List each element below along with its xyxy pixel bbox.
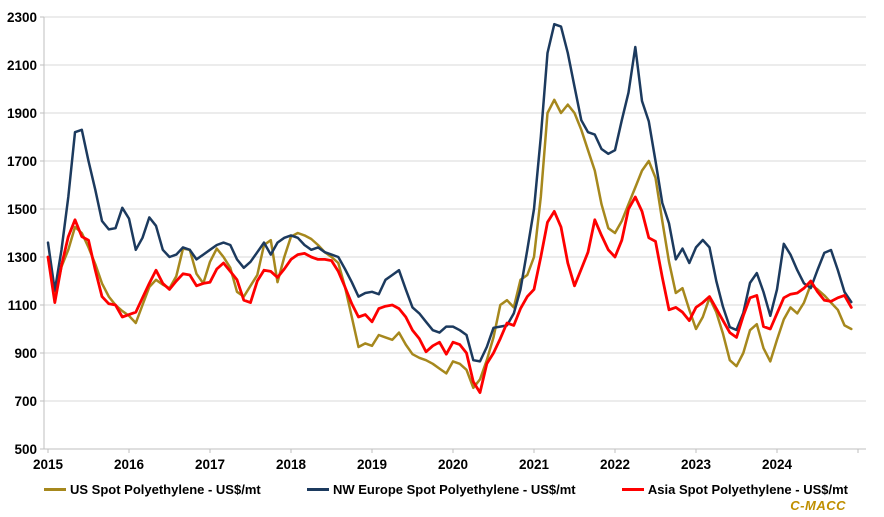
legend-label-asia: Asia Spot Polyethylene - US$/mt <box>647 482 848 497</box>
legend-item-asia: Asia Spot Polyethylene - US$/mt <box>621 482 848 497</box>
price-chart: 500 700 900 1100 1300 1500 1700 1900 2100 2300 201… <box>7 10 866 472</box>
y-axis-label-2100: 2100 <box>7 58 37 73</box>
nw-europe-line-swatch <box>306 488 329 491</box>
y-axis-label-900: 900 <box>14 346 37 361</box>
x-axis-label-2024: 2024 <box>762 457 793 472</box>
x-axis-label-2015: 2015 <box>33 457 64 472</box>
nw-europe-price-line <box>46 22 853 363</box>
x-axis-label-2020: 2020 <box>438 457 468 472</box>
y-axis-label-1100: 1100 <box>8 298 37 313</box>
x-axis-label-2017: 2017 <box>195 457 225 472</box>
x-axis-label-2016: 2016 <box>114 457 145 472</box>
legend-label-nw-europe: NW Europe Spot Polyethylene - US$/mt <box>332 482 576 497</box>
y-axis-label-500: 500 <box>14 442 37 457</box>
legend-item-us: US Spot Polyethylene - US$/mt <box>44 482 261 497</box>
legend-label-us: US Spot Polyethylene - US$/mt <box>70 482 261 497</box>
x-axis-label-2019: 2019 <box>357 457 387 472</box>
x-axis-label-2018: 2018 <box>276 457 307 472</box>
y-axis-label-1500: 1500 <box>7 202 37 217</box>
chart-legend: US Spot Polyethylene - US$/mt NW Europe … <box>44 482 848 497</box>
us-price-line <box>46 98 853 390</box>
x-axis-label-2023: 2023 <box>681 457 712 472</box>
y-axis-label-2300: 2300 <box>7 10 37 25</box>
y-axis-label-700: 700 <box>14 394 37 409</box>
legend-item-nw-europe: NW Europe Spot Polyethylene - US$/mt <box>306 482 576 497</box>
y-axis-label-1900: 1900 <box>7 106 37 121</box>
us-line-swatch <box>44 488 66 491</box>
asia-price-line <box>46 195 853 395</box>
x-axis-label-2022: 2022 <box>600 457 630 472</box>
x-axis-label-2021: 2021 <box>519 457 550 472</box>
cmacc-watermark: C-MACC <box>790 498 846 513</box>
asia-line-swatch <box>621 488 644 491</box>
y-axis-label-1700: 1700 <box>7 154 37 169</box>
y-axis-label-1300: 1300 <box>7 250 37 265</box>
